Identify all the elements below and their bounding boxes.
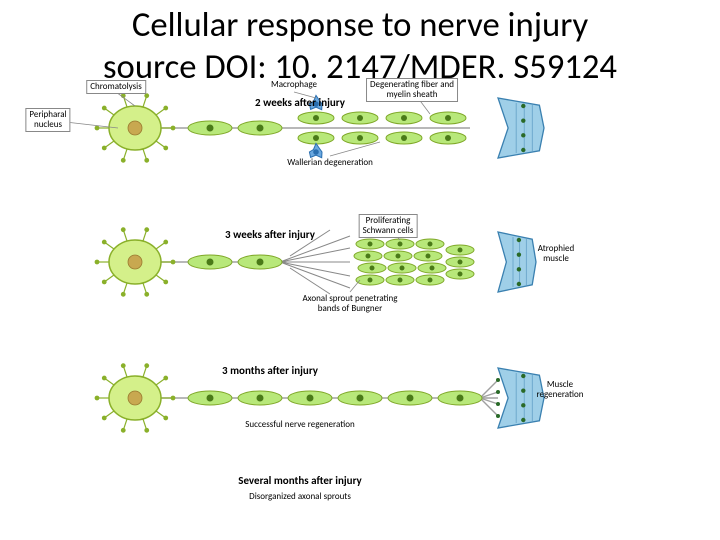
- stage2: [95, 227, 536, 296]
- diagram-label: Wallerian degeneration: [287, 158, 373, 168]
- diagram-label: Successful nerve regeneration: [245, 420, 354, 430]
- stage4-subtitle: Disorganized axonal sprouts: [249, 492, 351, 502]
- stage-title: 3 months after injury: [222, 364, 318, 377]
- stage4-title: Several months after injury: [238, 474, 362, 487]
- diagram-label: ProliferatingSchwann cells: [359, 214, 418, 238]
- stage-title: 3 weeks after injury: [225, 228, 315, 241]
- diagram-label: Degenerating fiber andmyelin sheath: [366, 78, 458, 102]
- diagram-label: Macrophage: [271, 80, 317, 90]
- diagram-label: Axonal sprout penetratingbands of Bungne…: [302, 294, 397, 314]
- diagram-label: Chromatolysis: [86, 80, 146, 94]
- diagram-label: Peripharalnucleus: [25, 108, 70, 132]
- diagram-label: Muscleregeneration: [536, 380, 583, 400]
- stage-title: 2 weeks after injury: [255, 96, 345, 109]
- diagram-label: Atrophiedmuscle: [538, 244, 574, 264]
